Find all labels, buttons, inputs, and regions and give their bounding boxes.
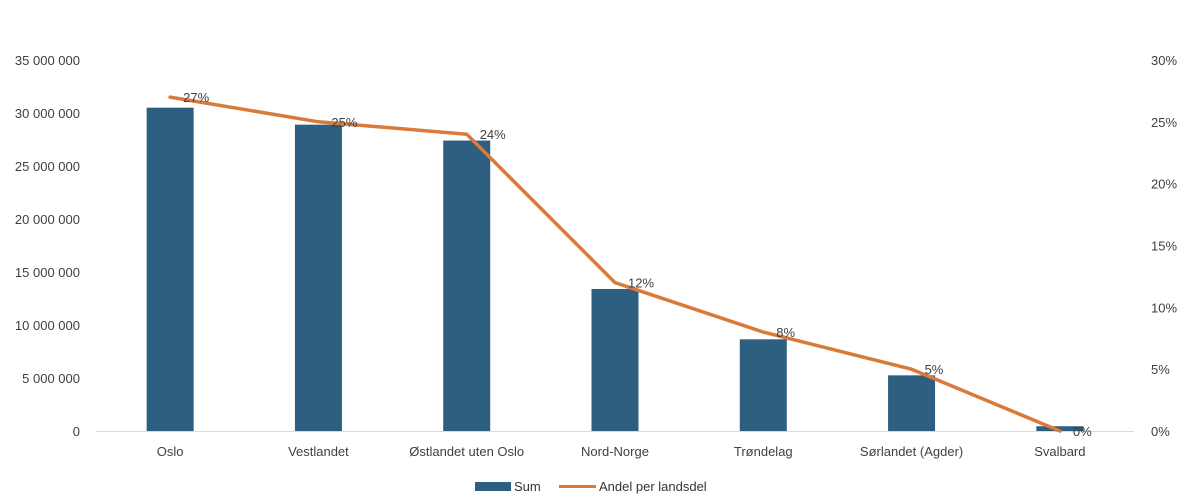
x-axis-tick-label: Vestlandet	[288, 444, 349, 459]
right-axis-tick-label: 30%	[1151, 53, 1177, 68]
legend-label-andel: Andel per landsdel	[599, 479, 707, 494]
right-axis-tick-label: 15%	[1151, 239, 1177, 254]
right-axis-tick-label: 10%	[1151, 300, 1177, 315]
legend-label-sum: Sum	[514, 479, 541, 494]
line-data-label: 0%	[1073, 424, 1092, 439]
left-axis-tick-label: 20 000 000	[15, 212, 80, 227]
x-axis-tick-label: Svalbard	[1034, 444, 1085, 459]
bar-sørlandet-agder-	[888, 375, 936, 431]
x-axis-tick-label: Trøndelag	[734, 444, 793, 459]
left-axis-tick-label: 35 000 000	[15, 53, 80, 68]
x-axis-tick-label: Sørlandet (Agder)	[860, 444, 963, 459]
right-axis-tick-label: 20%	[1151, 177, 1177, 192]
x-axis-tick-labels: Oslo Vestlandet Østlandet uten Oslo Nord-No…	[157, 444, 1086, 459]
bar-series-sum	[146, 107, 1084, 431]
bar-østlandet-uten-oslo	[443, 140, 491, 431]
line-series-andel	[168, 95, 1062, 433]
line-data-label: 24%	[480, 127, 506, 142]
left-axis-tick-label: 5 000 000	[22, 371, 80, 386]
bar-oslo	[146, 107, 194, 431]
x-axis-tick-label: Nord-Norge	[581, 444, 649, 459]
bar-trøndelag	[739, 339, 787, 431]
line-data-label: 27%	[183, 90, 209, 105]
bar-svalbard	[1036, 426, 1084, 431]
line-data-label: 5%	[925, 362, 944, 377]
line-data-label: 25%	[331, 115, 357, 130]
line-andel-per-landsdel	[168, 95, 1062, 433]
left-axis-tick-label: 15 000 000	[15, 265, 80, 280]
right-axis-tick-label: 25%	[1151, 115, 1177, 130]
legend-swatch-sum	[475, 482, 511, 491]
left-axis-tick-label: 10 000 000	[15, 318, 80, 333]
right-axis-tick-label: 0%	[1151, 424, 1170, 439]
line-data-label: 8%	[776, 325, 795, 340]
x-axis-tick-label: Østlandet uten Oslo	[409, 444, 524, 459]
bar-vestlandet	[294, 124, 342, 431]
legend: Sum Andel per landsdel	[475, 479, 707, 494]
left-axis: 0 5 000 000 10 000 000 15 000 000 20 000 000…	[15, 53, 80, 439]
left-axis-tick-label: 0	[73, 424, 80, 439]
line-data-label: 12%	[628, 276, 654, 291]
bar-nord-norge	[591, 288, 639, 431]
line-data-labels: 27% 25% 24% 12% 8% 5% 0%	[183, 90, 1092, 439]
right-axis: 0% 5% 10% 15% 20% 25% 30%	[1151, 53, 1177, 439]
right-axis-tick-label: 5%	[1151, 362, 1170, 377]
x-axis-tick-label: Oslo	[157, 444, 184, 459]
left-axis-tick-label: 25 000 000	[15, 159, 80, 174]
left-axis-tick-label: 30 000 000	[15, 106, 80, 121]
